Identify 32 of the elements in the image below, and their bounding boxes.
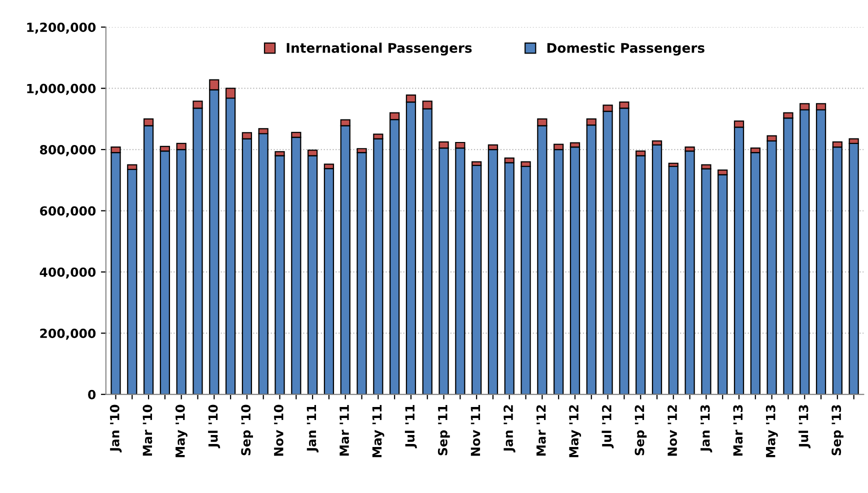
x-tick-label: Jan '12 bbox=[504, 405, 516, 452]
x-tick-label: May '13 bbox=[766, 405, 778, 458]
y-tick-label: 400,000 bbox=[40, 267, 96, 278]
y-tick-label: 1,200,000 bbox=[27, 22, 96, 34]
legend-label: International Passengers bbox=[286, 42, 472, 56]
y-tick-label: 200,000 bbox=[40, 328, 96, 340]
x-tick-label: Sep '12 bbox=[634, 405, 647, 456]
x-tick-label: Nov '12 bbox=[668, 405, 678, 456]
x-tick-label: Sep '11 bbox=[438, 404, 450, 456]
y-tick-label: 600,000 bbox=[40, 206, 96, 218]
legend-label: Domestic Passengers bbox=[547, 42, 704, 56]
x-tick-label: Jan '11 bbox=[306, 404, 319, 452]
x-tick-label: Mar '11 bbox=[340, 404, 349, 456]
x-tick-label: May '11 bbox=[372, 404, 384, 458]
x-tick-label: Jul '13 bbox=[798, 405, 811, 448]
x-tick-label: Nov '10 bbox=[274, 404, 284, 456]
x-tick-label: Mar '10 bbox=[142, 404, 152, 456]
x-tick-label: Nov '11 bbox=[470, 404, 480, 456]
x-tick-label: Mar '12 bbox=[536, 405, 546, 456]
x-tick-label: Jan '13 bbox=[700, 405, 712, 452]
x-tick-label: Jul '11 bbox=[404, 404, 417, 448]
y-tick-label: 0 bbox=[88, 390, 96, 400]
x-tick-label: Sep '10 bbox=[241, 404, 253, 456]
x-tick-label: Jul '12 bbox=[602, 405, 614, 448]
x-tick-label: May '12 bbox=[569, 405, 582, 458]
x-tick-label: Jul '10 bbox=[208, 404, 220, 448]
y-tick-label: 800,000 bbox=[40, 145, 96, 156]
x-tick-label: May '10 bbox=[175, 404, 188, 458]
x-tick-label: Sep '13 bbox=[832, 405, 844, 456]
x-tick-label: Jan '10 bbox=[110, 404, 122, 452]
y-tick-label: 1,000,000 bbox=[27, 84, 96, 95]
x-tick-label: Mar '13 bbox=[733, 405, 743, 456]
